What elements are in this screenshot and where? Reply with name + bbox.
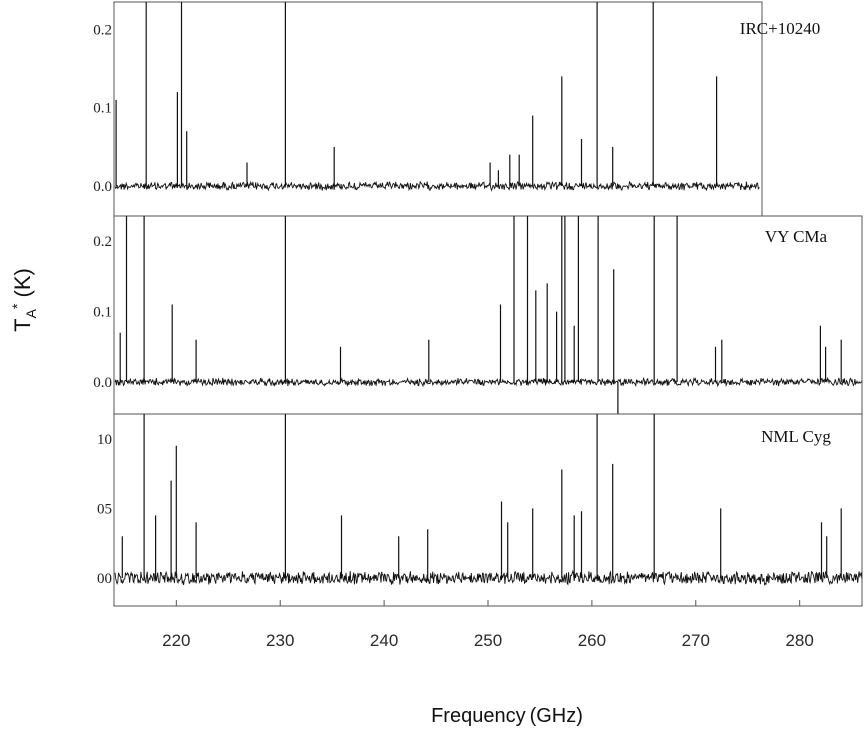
y-tick-label: 0.0 bbox=[93, 179, 112, 195]
spectrum-nmlcyg bbox=[114, 414, 863, 587]
x-tick-label: 260 bbox=[578, 631, 606, 650]
x-tick-label: 240 bbox=[370, 631, 398, 650]
panel-label-vycma: VY CMa bbox=[765, 227, 828, 246]
x-tick-label: 270 bbox=[682, 631, 710, 650]
y-tick-labels: 0.2 0.1 0.0 0.2 0.1 0.0 10 05 00 bbox=[93, 23, 112, 588]
y-axis-label-main: T bbox=[10, 318, 35, 331]
noise-baseline bbox=[114, 180, 760, 192]
y-axis-label-rest: (K) bbox=[10, 268, 35, 303]
y-tick-label: 05 bbox=[97, 501, 112, 517]
x-axis-label: Frequency (GHz) bbox=[431, 705, 583, 727]
x-tick-label: 280 bbox=[785, 631, 813, 650]
y-tick-label: 0.1 bbox=[93, 305, 112, 321]
y-tick-label: 00 bbox=[97, 571, 112, 587]
y-tick-label: 10 bbox=[97, 432, 112, 448]
x-tick-label: 250 bbox=[474, 631, 502, 650]
panel-label-nmlcyg: NML Cyg bbox=[761, 427, 831, 446]
x-tick-labels: 220 230 240 250 260 270 280 bbox=[162, 600, 814, 650]
noise-baseline bbox=[114, 569, 863, 587]
panel-label-irc10240: IRC+10240 bbox=[740, 19, 820, 38]
y-axis-label-sub: A bbox=[23, 308, 39, 318]
y-axis-label-sup: * bbox=[9, 303, 25, 309]
noise-baseline bbox=[114, 376, 863, 388]
x-tick-label: 230 bbox=[266, 631, 294, 650]
spectrum-vycma bbox=[114, 216, 863, 414]
y-tick-label: 0.2 bbox=[93, 23, 112, 39]
y-tick-label: 0.1 bbox=[93, 101, 112, 117]
y-tick-label: 0.0 bbox=[93, 375, 112, 391]
y-tick-label: 0.2 bbox=[93, 234, 112, 250]
spectrum-irc10240 bbox=[114, 2, 760, 192]
svg-text:TA* (K): TA* (K) bbox=[9, 268, 39, 332]
y-axis-label: TA* (K) bbox=[9, 268, 39, 332]
x-tick-label: 220 bbox=[162, 631, 190, 650]
